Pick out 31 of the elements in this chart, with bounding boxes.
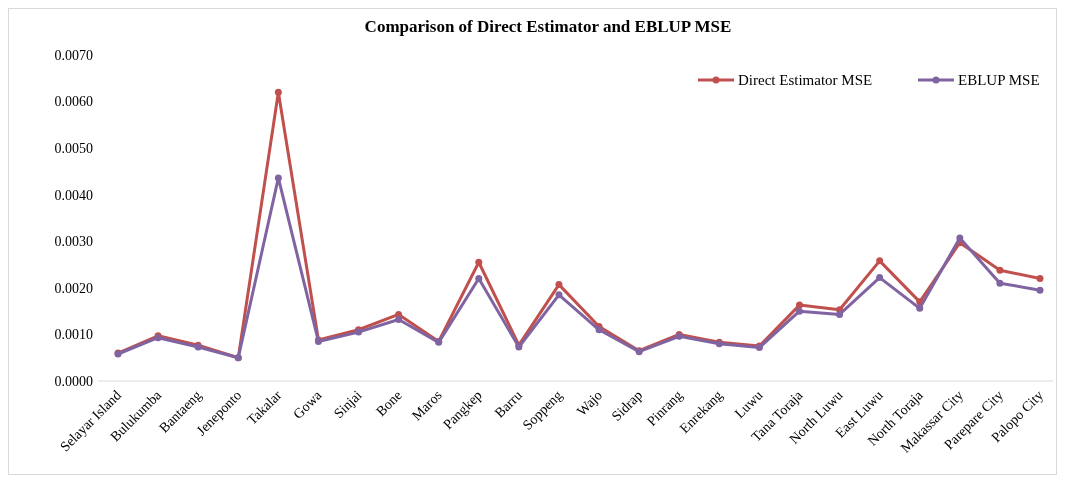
point: [555, 281, 563, 289]
point: [795, 307, 803, 315]
y-tick-label: 0.0020: [54, 280, 93, 296]
point: [1036, 286, 1044, 294]
point: [876, 274, 884, 282]
point: [956, 234, 964, 242]
y-tick-label: 0.0070: [54, 47, 93, 63]
point: [996, 279, 1004, 287]
legend-label: EBLUP MSE: [958, 72, 1040, 89]
point: [475, 275, 483, 283]
legend-label: Direct Estimator MSE: [738, 72, 873, 89]
y-tick-label: 0.0000: [54, 373, 93, 389]
y-tick-label: 0.0040: [54, 187, 93, 203]
y-tick-label: 0.0010: [54, 327, 93, 343]
point: [274, 174, 282, 182]
y-tick-label: 0.0050: [54, 141, 93, 157]
point: [395, 316, 403, 324]
chart-title: Comparison of Direct Estimator and EBLUP MSE: [364, 17, 732, 36]
point: [836, 310, 844, 318]
point: [996, 266, 1004, 274]
point: [595, 326, 603, 334]
point: [475, 258, 483, 266]
point: [876, 257, 884, 265]
x-tick-label: Wajo: [573, 387, 606, 419]
point: [555, 291, 563, 299]
y-tick-label: 0.0030: [54, 234, 93, 250]
point: [274, 88, 282, 96]
y-tick-label: 0.0060: [54, 94, 93, 110]
point: [1036, 275, 1044, 283]
point: [795, 301, 803, 309]
point: [916, 304, 924, 312]
